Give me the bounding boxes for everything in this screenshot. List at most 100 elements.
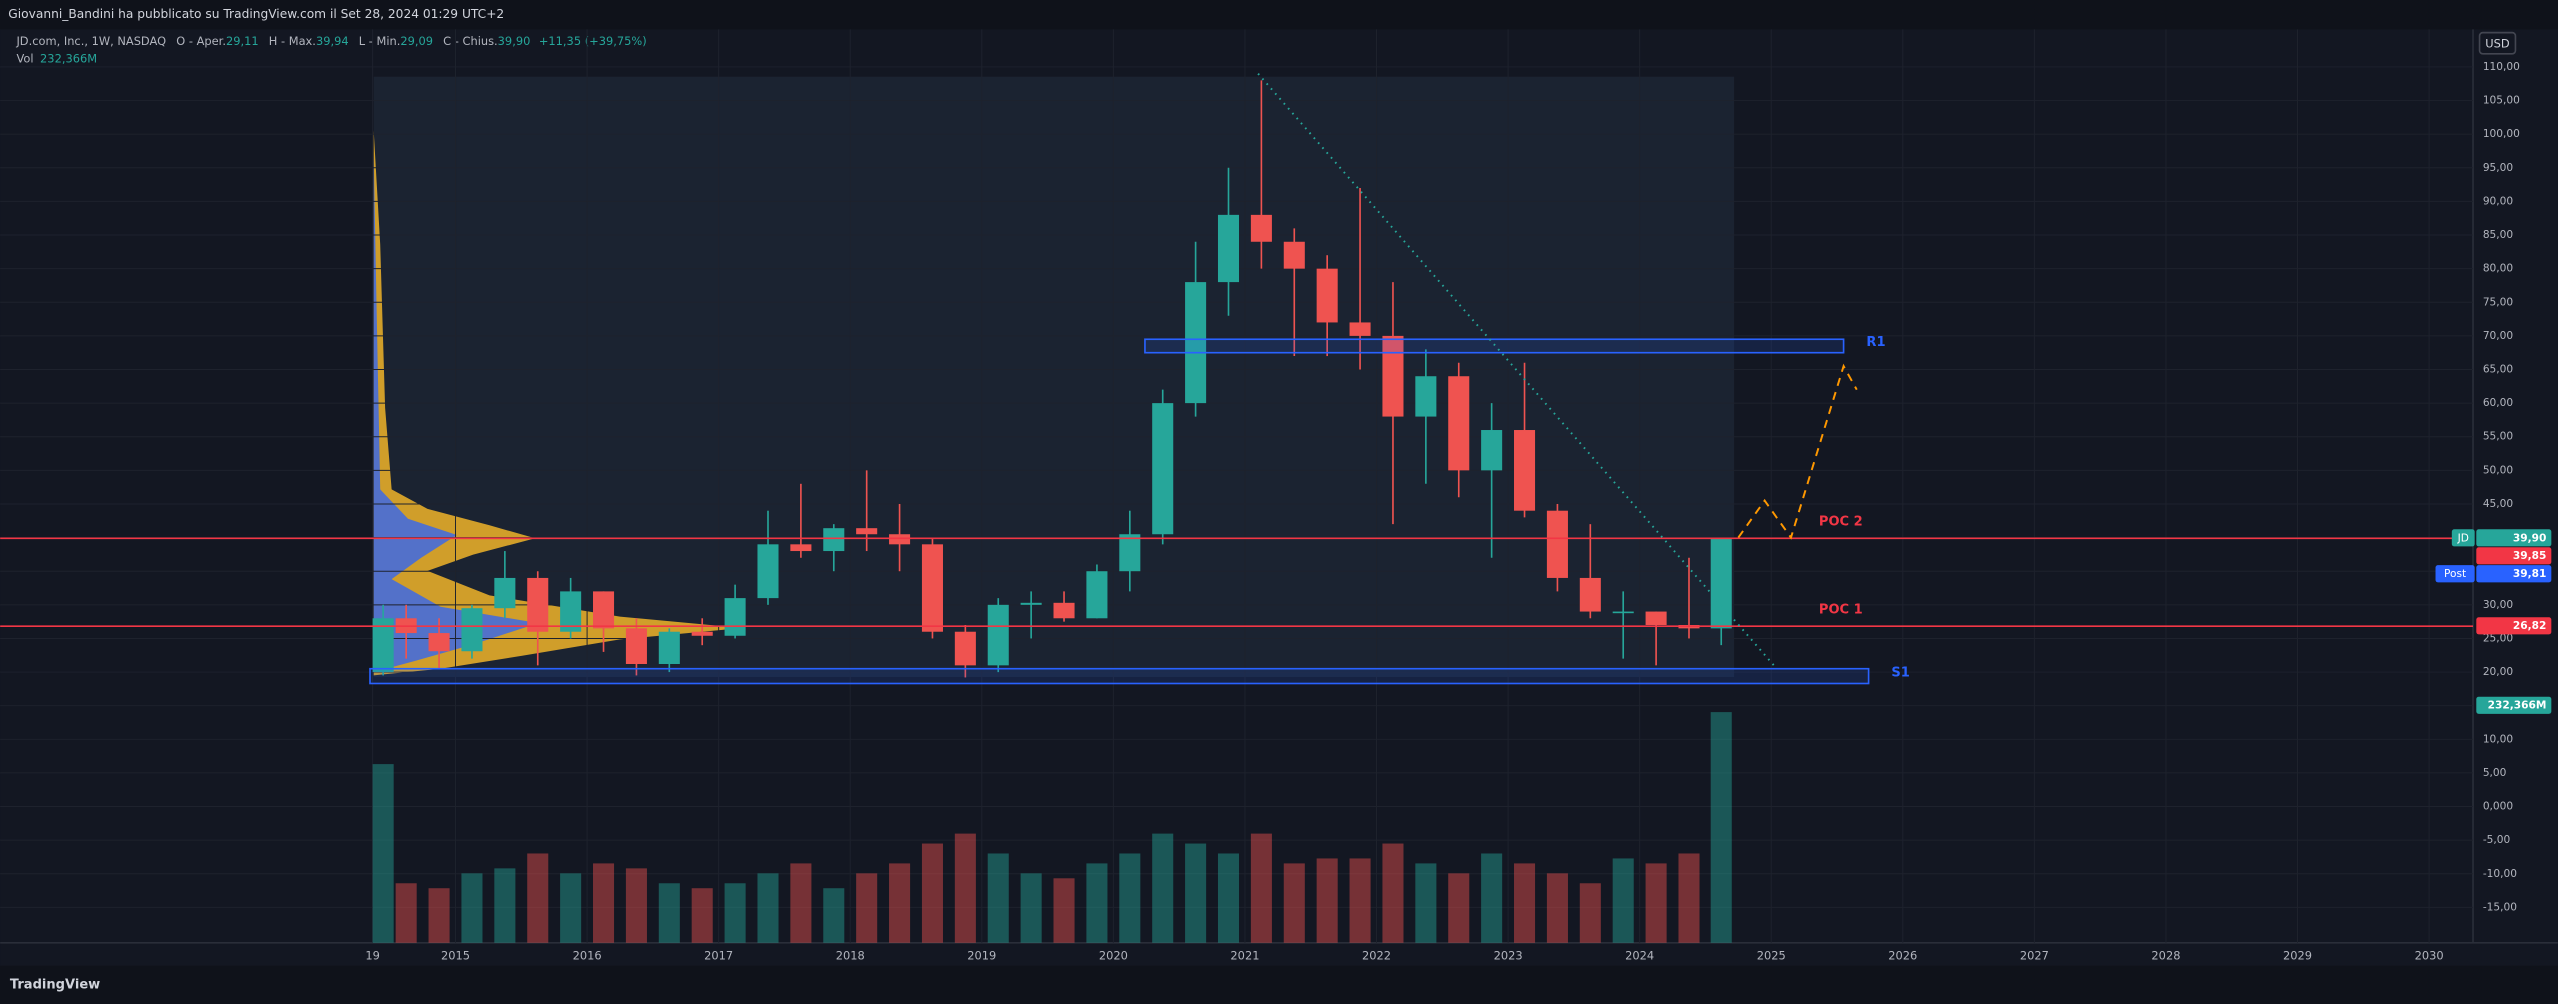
candle-body	[1185, 282, 1207, 404]
y-tick-label: 90,00	[2483, 195, 2514, 207]
x-tick-label: 19	[365, 948, 380, 962]
level-label: POC 1	[1819, 602, 1863, 617]
candle-body	[658, 631, 680, 665]
y-tick-label: -5,00	[2483, 834, 2511, 846]
candle-body	[987, 604, 1009, 666]
x-tick-label: 2017	[704, 948, 733, 962]
o: 29,11	[226, 33, 259, 47]
candle-body	[1316, 268, 1338, 323]
x-tick-label: 2015	[441, 948, 470, 962]
h-label: H - Max.	[269, 33, 316, 47]
candle-body	[1612, 611, 1634, 614]
y-tick-label: 60,00	[2483, 397, 2514, 409]
candle-body	[1579, 577, 1601, 612]
y-tick-label: 20,00	[2483, 666, 2514, 678]
l: 29,09	[400, 33, 433, 47]
y-tick-label: 100,00	[2483, 128, 2520, 140]
candle-body	[1448, 376, 1470, 471]
price-tag-name: JD	[2457, 532, 2469, 544]
vol-label: Vol	[16, 51, 33, 65]
volume-bar	[1382, 843, 1404, 943]
candle-body	[560, 591, 582, 632]
y-tick-label: 5,00	[2483, 767, 2507, 779]
y-tick-label: 110,00	[2483, 61, 2520, 73]
volume-bar	[790, 863, 812, 943]
currency[interactable]: USD	[2485, 37, 2510, 51]
projection	[1737, 363, 1858, 540]
trendline	[1257, 73, 1775, 666]
candle-body	[1053, 602, 1075, 619]
legend-line: JD.com, Inc., 1W, NASDAQ O - Aper.29,11 …	[15, 33, 646, 47]
candle-body	[1086, 571, 1108, 619]
volume-bar	[1645, 863, 1667, 943]
o-label: O - Aper.	[176, 33, 226, 47]
price-tag	[2476, 529, 2552, 547]
candle-body	[1710, 538, 1732, 629]
candle-body	[1546, 510, 1568, 578]
price-tag-label: 39,85	[2513, 550, 2547, 562]
candle-body	[1283, 241, 1305, 269]
y-tick-label: 80,00	[2483, 263, 2514, 275]
x-tick-label: 2028	[2151, 948, 2180, 962]
zone-label: S1	[1891, 665, 1909, 680]
volume-bar	[1250, 833, 1272, 943]
price-tag	[2476, 565, 2552, 583]
volume-bar	[1152, 833, 1174, 943]
price-tag-label: 39,81	[2513, 568, 2547, 580]
candle-body	[372, 618, 394, 673]
volume-bar	[1678, 853, 1700, 943]
candle-body	[593, 591, 615, 629]
volume-bar	[1283, 863, 1305, 943]
currency-box[interactable]	[2478, 31, 2517, 55]
y-tick-label: 65,00	[2483, 364, 2514, 376]
volume-bar	[527, 853, 549, 943]
candle-body	[1217, 214, 1240, 283]
candle-body	[1382, 335, 1404, 417]
candle-body	[1349, 322, 1371, 336]
x-tick-label: 2029	[2283, 948, 2312, 962]
brand: TradingView	[10, 978, 100, 993]
h: 39,94	[316, 33, 349, 47]
x-tick-label: 2019	[967, 948, 996, 962]
price-tag	[2476, 547, 2552, 565]
plot: 110,00 105,00 100,00 95,00 90,00 85,00 80,00 75…	[0, 29, 2552, 962]
volume-bar	[1612, 858, 1634, 943]
volume-bar	[1119, 853, 1141, 943]
candle-body	[1645, 611, 1667, 626]
volume-bar	[1481, 853, 1503, 943]
candle-body	[1250, 214, 1272, 242]
y-tick-label: 55,00	[2483, 431, 2514, 443]
x-tick-label: 2021	[1230, 948, 1259, 962]
volume-bar	[560, 873, 582, 943]
top-bar	[0, 0, 2558, 30]
x-tick-label: 2018	[836, 948, 865, 962]
candle-body	[1514, 430, 1536, 511]
price-tag	[2476, 696, 2552, 714]
volume-bar	[954, 833, 976, 943]
y-tick-label: 25,00	[2483, 632, 2514, 644]
candle-body	[625, 628, 647, 665]
c: 39,90	[498, 33, 531, 47]
volume-bar	[461, 873, 483, 943]
candle-body	[921, 544, 943, 632]
candle-body	[724, 598, 746, 636]
change: +11,35 (+39,75%)	[539, 33, 647, 47]
x-tick-label: 2025	[1757, 948, 1786, 962]
volume-bar	[1710, 712, 1732, 943]
candle-body	[1119, 534, 1141, 572]
candle-body	[790, 544, 812, 552]
volume-bar	[823, 888, 845, 943]
candle-body	[691, 631, 713, 636]
volume-bar	[921, 843, 943, 943]
volume-bar	[494, 868, 516, 943]
x-tick-label: 2027	[2020, 948, 2049, 962]
x-tick-label: 2024	[1625, 948, 1654, 962]
price-tag-name-box	[2435, 565, 2475, 583]
volume-bar	[428, 888, 450, 943]
volume-bar	[625, 868, 647, 943]
volume-bar	[757, 873, 779, 943]
volume-bar	[1579, 883, 1601, 943]
y-tick-label: 10,00	[2483, 733, 2514, 745]
